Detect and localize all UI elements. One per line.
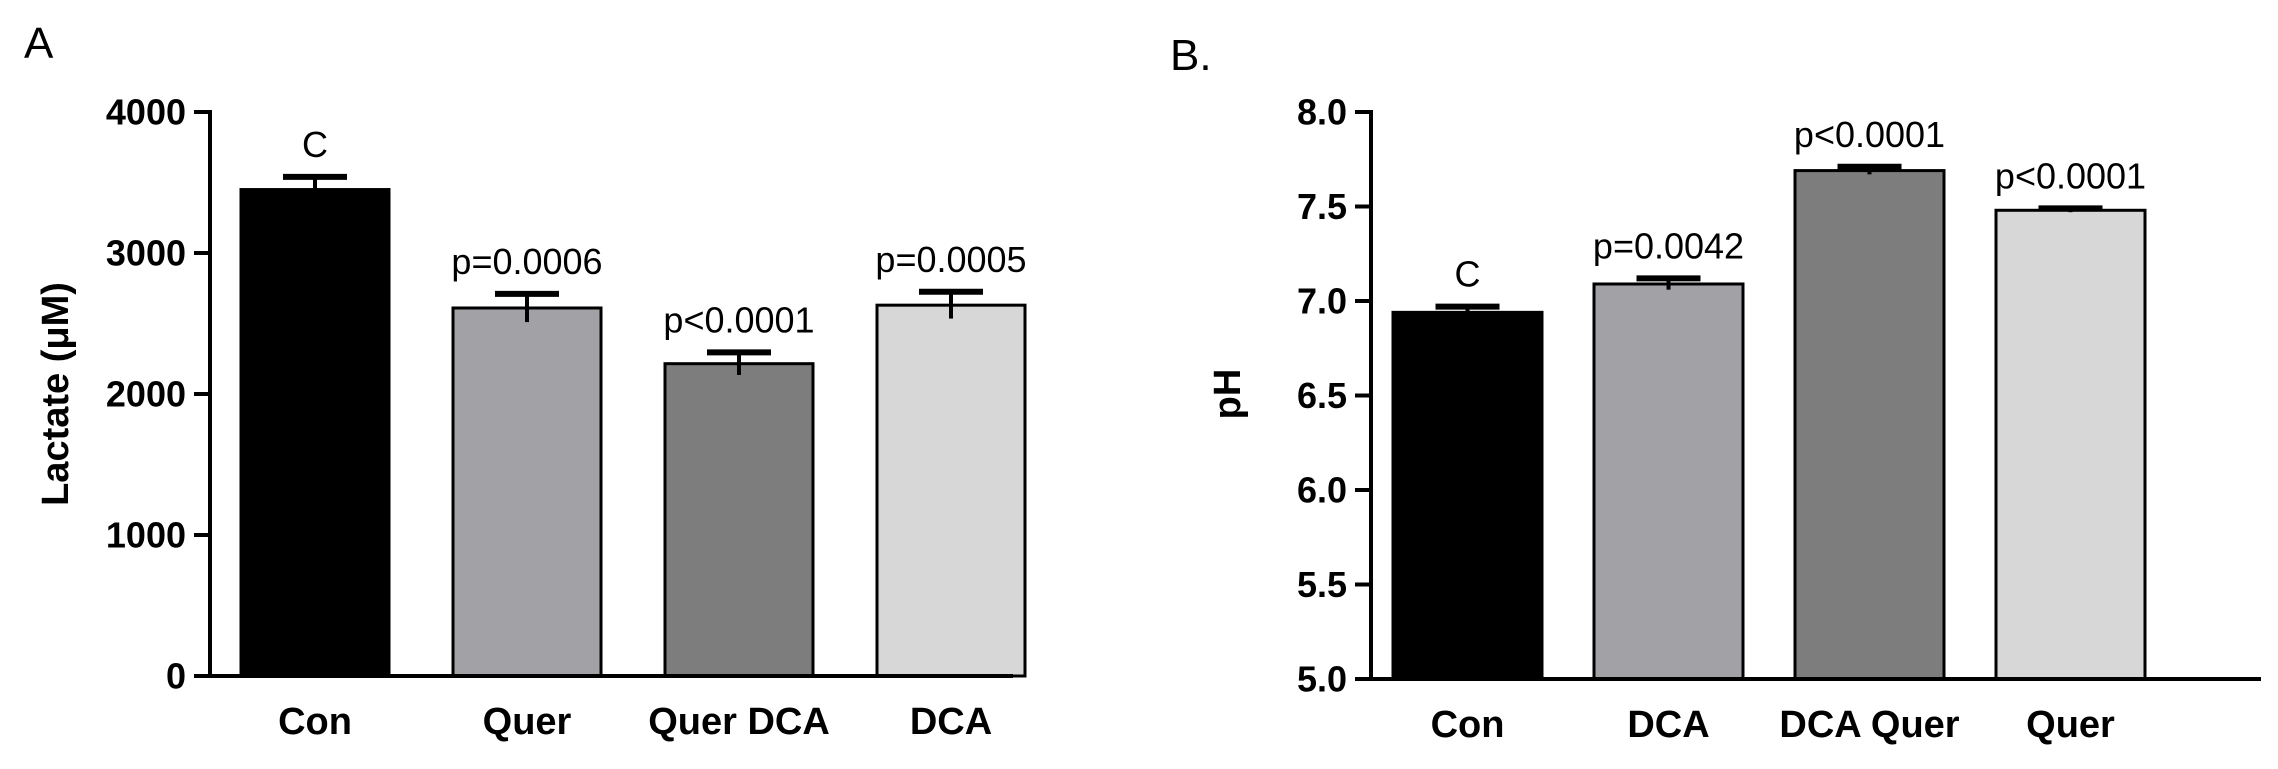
x-tick-label: DCA Quer [1779,704,1959,746]
y-axis-label: Lactate (μM) [35,282,77,506]
panel-b: B. pH C Con p=0.0042 DCA p<0.0001 DCA Quer p<0.0… [1170,31,2261,746]
y-axis-label: pH [1207,369,1249,420]
x-tick-label: Con [278,701,352,743]
significance-label: p<0.0001 [1794,114,1945,155]
x-tick-label: DCA [1627,704,1709,746]
y-tick-label: 6.5 [1297,375,1347,416]
significance-label: p=0.0005 [875,239,1026,280]
panel-label: B. [1170,31,1212,80]
significance-label: C [1455,254,1481,295]
bar-con [1391,310,1544,681]
x-tick-label: Quer [2026,704,2115,746]
panel-a: A Lactate (μM) C Con p=0.0006 Quer p<0.0001 Que… [24,19,1027,743]
significance-label: p=0.0006 [451,241,602,282]
significance-label: C [302,124,328,165]
y-tick-label: 8.0 [1297,92,1347,133]
y-tick-label: 6.0 [1297,470,1347,511]
y-tick-label: 1000 [106,515,186,556]
x-tick-label: Quer DCA [648,701,830,743]
bar-quer-dca [663,362,815,678]
bar-con [239,188,391,678]
y-tick-label: 5.0 [1297,659,1347,700]
x-tick-label: DCA [910,701,992,743]
bar-dca [1592,282,1745,681]
significance-label: p<0.0001 [1995,155,2146,196]
panel-label: A [24,19,54,68]
y-tick-label: 7.5 [1297,186,1347,227]
significance-label: p<0.0001 [663,299,814,340]
y-tick-label: 0 [166,656,186,697]
bar-dca-quer [1793,169,1946,681]
bar-quer [451,306,603,678]
y-tick-label: 7.0 [1297,281,1347,322]
x-tick-label: Quer [483,701,572,743]
bar-dca [875,303,1027,678]
significance-label: p=0.0042 [1593,225,1744,266]
y-tick-label: 3000 [106,233,186,274]
x-tick-label: Con [1431,704,1505,746]
bar-quer [1994,208,2147,681]
y-tick-label: 2000 [106,374,186,415]
y-tick-label: 5.5 [1297,564,1347,605]
y-tick-label: 4000 [106,92,186,133]
